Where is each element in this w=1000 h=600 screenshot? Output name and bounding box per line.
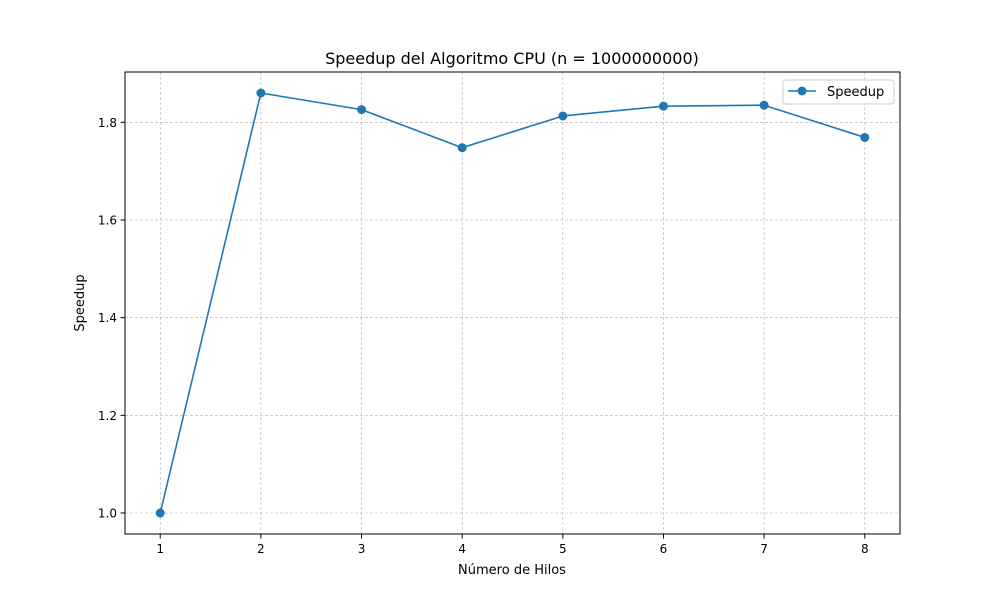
legend: Speedup bbox=[782, 79, 895, 105]
x-tick-label-8: 8 bbox=[861, 542, 869, 556]
y-tick-label-2: 1.2 bbox=[98, 409, 117, 423]
x-tick-label-4: 4 bbox=[458, 542, 466, 556]
y-tick-label-3: 1.4 bbox=[98, 311, 117, 325]
data-point-7 bbox=[759, 100, 769, 110]
y-tick-label-1: 1.0 bbox=[98, 507, 117, 521]
x-tick-label-6: 6 bbox=[660, 542, 668, 556]
data-point-6 bbox=[658, 101, 668, 111]
data-point-3 bbox=[357, 105, 367, 115]
x-tick-label-7: 7 bbox=[760, 542, 768, 556]
legend-entry-label: Speedup bbox=[827, 85, 884, 100]
series-layer bbox=[155, 88, 870, 518]
data-point-8 bbox=[860, 132, 870, 142]
data-point-2 bbox=[256, 88, 266, 98]
x-tick-label-5: 5 bbox=[559, 542, 567, 556]
axes bbox=[124, 71, 901, 535]
legend-box bbox=[782, 79, 895, 105]
x-tick-label-2: 2 bbox=[257, 542, 265, 556]
data-point-4 bbox=[457, 143, 467, 153]
chart-title: Speedup del Algoritmo CPU (n = 100000000… bbox=[325, 49, 699, 68]
series-line-1 bbox=[159, 92, 866, 514]
data-point-1 bbox=[155, 508, 165, 518]
x-tick-label-3: 3 bbox=[358, 542, 366, 556]
legend-point-marker bbox=[797, 86, 807, 96]
axis-ticks: 1 2 3 4 5 6 7 8 1.0 1.2 1.4 1.6 1.8 bbox=[98, 116, 869, 556]
data-point-5 bbox=[558, 111, 568, 121]
grid-lines bbox=[125, 72, 900, 534]
plot-frame bbox=[124, 71, 901, 535]
y-axis-label: Speedup bbox=[73, 274, 88, 331]
x-axis-label: Número de Hilos bbox=[458, 563, 566, 578]
y-tick-label-5: 1.8 bbox=[98, 116, 117, 130]
x-tick-label-1: 1 bbox=[156, 542, 164, 556]
y-tick-label-4: 1.6 bbox=[98, 213, 117, 227]
